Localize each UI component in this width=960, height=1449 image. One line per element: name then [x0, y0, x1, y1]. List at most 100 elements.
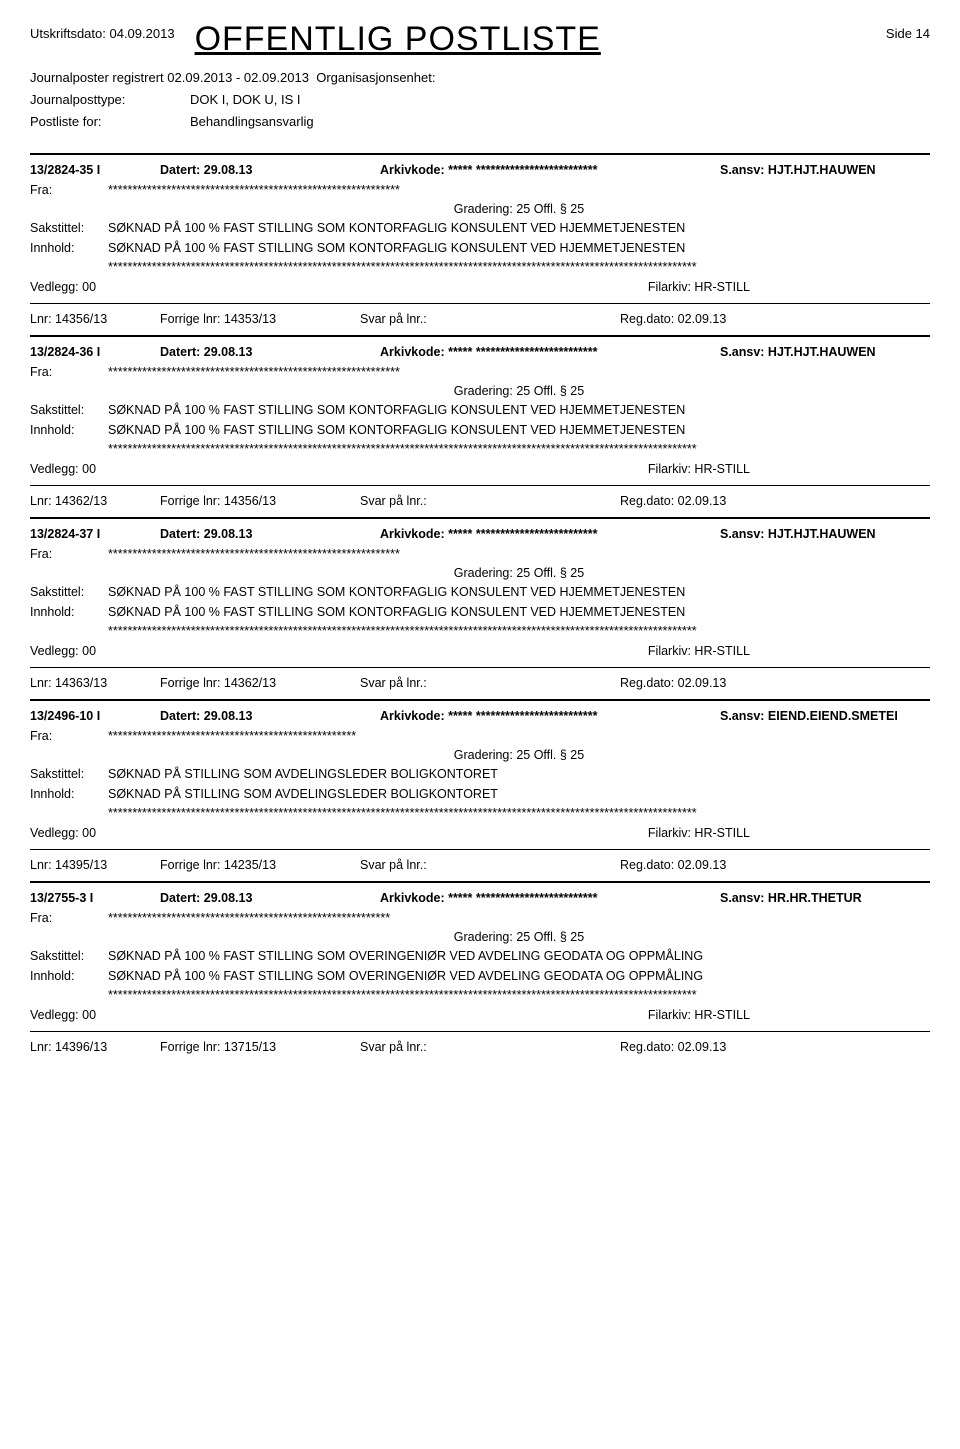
journalposttype-label: Journalposttype:	[30, 89, 190, 111]
svar-lnr: Svar på lnr.:	[360, 1038, 620, 1057]
entry-header-row: 13/2755-3 IDatert: 29.08.13Arkivkode: **…	[30, 889, 930, 908]
vedlegg: Vedlegg: 00	[30, 824, 160, 843]
subheader: Journalposter registrert 02.09.2013 - 02…	[30, 67, 930, 133]
sansv: S.ansv: EIEND.EIEND.SMETEI	[720, 707, 898, 726]
filarkiv: Filarkiv: HR-STILL	[648, 1006, 930, 1025]
regdato: Reg.dato: 02.09.13	[620, 310, 726, 329]
gradering: Gradering: 25 Offl. § 25	[108, 928, 930, 947]
arkivkode: Arkivkode: ***** ***********************…	[380, 889, 720, 908]
fra-value: ****************************************…	[108, 545, 930, 564]
innhold-value: SØKNAD PÅ 100 % FAST STILLING SOM OVERIN…	[108, 967, 930, 986]
arkivkode: Arkivkode: ***** ***********************…	[380, 343, 720, 362]
vedlegg-row: Vedlegg: 00 Filarkiv: HR-STILL	[30, 460, 930, 479]
innhold-label: Innhold:	[30, 785, 108, 804]
datert: Datert: 29.08.13	[160, 889, 380, 908]
sakstittel-row: Sakstittel:SØKNAD PÅ 100 % FAST STILLING…	[30, 219, 930, 238]
vedlegg-row: Vedlegg: 00 Filarkiv: HR-STILL	[30, 824, 930, 843]
sakstittel-row: Sakstittel:SØKNAD PÅ STILLING SOM AVDELI…	[30, 765, 930, 784]
redaction-line: ****************************************…	[30, 804, 930, 823]
filarkiv: Filarkiv: HR-STILL	[648, 642, 930, 661]
page-header: Utskriftsdato: 04.09.2013 OFFENTLIG POST…	[30, 20, 930, 59]
forrige-lnr: Forrige lnr: 14353/13	[160, 310, 360, 329]
gradering: Gradering: 25 Offl. § 25	[108, 200, 930, 219]
entries-list: 13/2824-35 IDatert: 29.08.13Arkivkode: *…	[30, 153, 930, 1057]
redaction-line: ****************************************…	[30, 258, 930, 277]
regdato: Reg.dato: 02.09.13	[620, 674, 726, 693]
filarkiv: Filarkiv: HR-STILL	[648, 824, 930, 843]
sansv: S.ansv: HR.HR.THETUR	[720, 889, 862, 908]
sakstittel-value: SØKNAD PÅ 100 % FAST STILLING SOM OVERIN…	[108, 947, 930, 966]
entry-footer-row: Lnr: 14363/13Forrige lnr: 14362/13Svar p…	[30, 674, 930, 693]
filarkiv: Filarkiv: HR-STILL	[648, 460, 930, 479]
journal-entry: 13/2755-3 IDatert: 29.08.13Arkivkode: **…	[30, 881, 930, 1057]
lnr: Lnr: 14396/13	[30, 1038, 160, 1057]
entry-footer-row: Lnr: 14396/13Forrige lnr: 13715/13Svar p…	[30, 1038, 930, 1057]
sakstittel-label: Sakstittel:	[30, 583, 108, 602]
page-number: Side 14	[886, 20, 930, 41]
print-date: Utskriftsdato: 04.09.2013	[30, 20, 175, 41]
forrige-lnr: Forrige lnr: 14235/13	[160, 856, 360, 875]
arkivkode: Arkivkode: ***** ***********************…	[380, 525, 720, 544]
journalposttype-value: DOK I, DOK U, IS I	[190, 89, 301, 111]
vedlegg-row: Vedlegg: 00 Filarkiv: HR-STILL	[30, 1006, 930, 1025]
postliste-value: Behandlingsansvarlig	[190, 111, 314, 133]
forrige-lnr: Forrige lnr: 13715/13	[160, 1038, 360, 1057]
lnr: Lnr: 14362/13	[30, 492, 160, 511]
arkivkode: Arkivkode: ***** ***********************…	[380, 161, 720, 180]
vedlegg: Vedlegg: 00	[30, 1006, 160, 1025]
fra-row: Fra:************************************…	[30, 545, 930, 564]
regdato: Reg.dato: 02.09.13	[620, 856, 726, 875]
sakstittel-label: Sakstittel:	[30, 401, 108, 420]
entry-header-row: 13/2824-36 IDatert: 29.08.13Arkivkode: *…	[30, 343, 930, 362]
gradering: Gradering: 25 Offl. § 25	[108, 382, 930, 401]
sakstittel-label: Sakstittel:	[30, 947, 108, 966]
case-id: 13/2824-37 I	[30, 525, 160, 544]
entry-header-row: 13/2496-10 IDatert: 29.08.13Arkivkode: *…	[30, 707, 930, 726]
innhold-label: Innhold:	[30, 603, 108, 622]
journal-entry: 13/2824-36 IDatert: 29.08.13Arkivkode: *…	[30, 335, 930, 511]
filarkiv: Filarkiv: HR-STILL	[648, 278, 930, 297]
redaction-line: ****************************************…	[30, 986, 930, 1005]
innhold-row: Innhold:SØKNAD PÅ 100 % FAST STILLING SO…	[30, 967, 930, 986]
gradering: Gradering: 25 Offl. § 25	[108, 746, 930, 765]
entry-divider-mid	[30, 667, 930, 668]
entry-divider-top	[30, 517, 930, 519]
entry-divider-mid	[30, 1031, 930, 1032]
fra-row: Fra:************************************…	[30, 909, 930, 928]
regdato: Reg.dato: 02.09.13	[620, 492, 726, 511]
innhold-label: Innhold:	[30, 239, 108, 258]
entry-divider-top	[30, 881, 930, 883]
innhold-row: Innhold:SØKNAD PÅ STILLING SOM AVDELINGS…	[30, 785, 930, 804]
redaction-line: ****************************************…	[30, 622, 930, 641]
datert: Datert: 29.08.13	[160, 525, 380, 544]
fra-value: ****************************************…	[108, 181, 930, 200]
sakstittel-row: Sakstittel:SØKNAD PÅ 100 % FAST STILLING…	[30, 947, 930, 966]
entry-divider-mid	[30, 485, 930, 486]
sakstittel-value: SØKNAD PÅ 100 % FAST STILLING SOM KONTOR…	[108, 583, 930, 602]
innhold-label: Innhold:	[30, 421, 108, 440]
sakstittel-label: Sakstittel:	[30, 765, 108, 784]
datert: Datert: 29.08.13	[160, 707, 380, 726]
datert: Datert: 29.08.13	[160, 161, 380, 180]
innhold-row: Innhold:SØKNAD PÅ 100 % FAST STILLING SO…	[30, 421, 930, 440]
innhold-value: SØKNAD PÅ 100 % FAST STILLING SOM KONTOR…	[108, 421, 930, 440]
gradering: Gradering: 25 Offl. § 25	[108, 564, 930, 583]
entry-footer-row: Lnr: 14356/13Forrige lnr: 14353/13Svar p…	[30, 310, 930, 329]
print-date-label: Utskriftsdato:	[30, 26, 106, 41]
fra-row: Fra:************************************…	[30, 727, 930, 746]
postliste-label: Postliste for:	[30, 111, 190, 133]
sakstittel-value: SØKNAD PÅ STILLING SOM AVDELINGSLEDER BO…	[108, 765, 930, 784]
entry-footer-row: Lnr: 14395/13Forrige lnr: 14235/13Svar p…	[30, 856, 930, 875]
print-date-value: 04.09.2013	[109, 26, 174, 41]
redaction-line: ****************************************…	[30, 440, 930, 459]
svar-lnr: Svar på lnr.:	[360, 856, 620, 875]
vedlegg: Vedlegg: 00	[30, 460, 160, 479]
entry-divider-mid	[30, 849, 930, 850]
innhold-value: SØKNAD PÅ 100 % FAST STILLING SOM KONTOR…	[108, 603, 930, 622]
fra-label: Fra:	[30, 727, 108, 746]
fra-value: ****************************************…	[108, 909, 930, 928]
redaction-value: ****************************************…	[108, 258, 930, 277]
vedlegg: Vedlegg: 00	[30, 642, 160, 661]
datert: Datert: 29.08.13	[160, 343, 380, 362]
case-id: 13/2824-35 I	[30, 161, 160, 180]
